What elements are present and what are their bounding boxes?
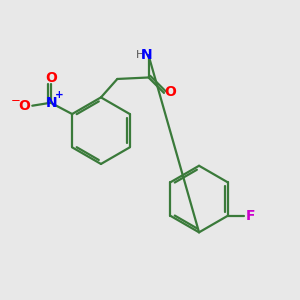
Text: F: F bbox=[246, 209, 256, 223]
Text: O: O bbox=[18, 99, 30, 113]
Text: N: N bbox=[46, 96, 57, 110]
Text: +: + bbox=[55, 90, 63, 100]
Text: O: O bbox=[45, 71, 57, 85]
Text: H: H bbox=[135, 50, 144, 60]
Text: −: − bbox=[11, 94, 21, 107]
Text: O: O bbox=[165, 85, 176, 99]
Text: N: N bbox=[141, 48, 153, 62]
